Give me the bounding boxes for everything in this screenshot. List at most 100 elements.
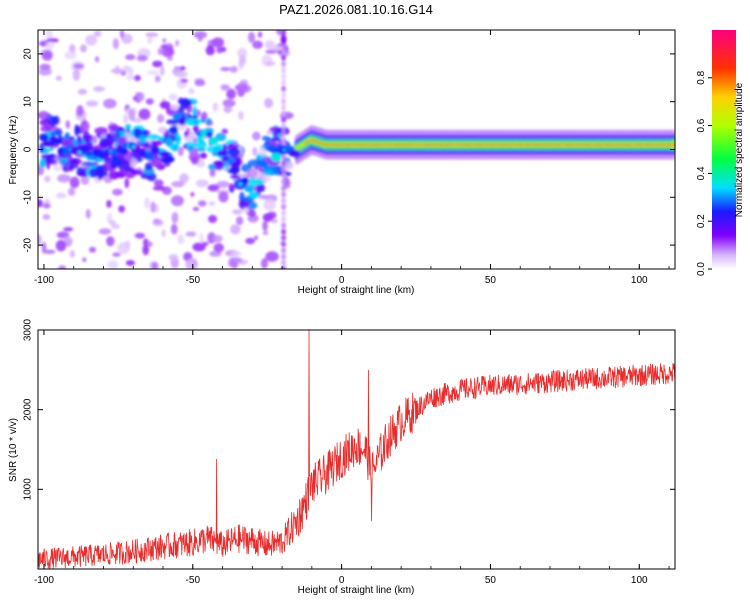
spectrogram-cell: [53, 164, 63, 172]
spectrogram-cell: [260, 258, 269, 269]
spectrogram-cell: [288, 149, 300, 157]
spectrogram-cell: [151, 140, 163, 147]
spectrogram-cell: [145, 32, 159, 38]
spectrogram-cell: [266, 211, 277, 220]
spectrogram-cell: [170, 223, 178, 235]
spectrogram-cell: [281, 154, 287, 161]
spectrogram-cell: [124, 177, 130, 189]
spectrogram-cell: [171, 181, 185, 188]
spectrogram-cell: [177, 146, 184, 157]
spectrogram-cell: [246, 168, 258, 179]
spectrogram-cell: [281, 210, 287, 217]
spectrogram-x-tick-label: 100: [631, 275, 648, 286]
spectrogram-cell: [126, 167, 135, 172]
spectrogram-cell: [157, 114, 165, 123]
spectrogram-cell: [179, 173, 189, 184]
spectrogram-cell: [251, 193, 256, 197]
spectrogram-cell: [182, 144, 188, 149]
spectrogram-cell: [235, 216, 244, 226]
spectrogram-cell: [281, 197, 287, 204]
spectrogram-cell: [228, 259, 238, 268]
spectrogram-cell: [270, 219, 278, 224]
spectrogram-cell: [167, 55, 173, 61]
spectrogram-cell: [216, 150, 229, 157]
spectrogram-cell: [97, 168, 103, 181]
spectrogram-cell: [160, 65, 165, 76]
spectrogram-cell: [200, 152, 207, 159]
spectrogram-cell: [265, 49, 277, 54]
snr-frame: [37, 329, 676, 570]
spectrogram-cell: [169, 126, 178, 134]
snr-x-tick-label: 100: [631, 575, 648, 586]
spectrogram-cell: [108, 220, 116, 225]
spectrogram-cell: [213, 243, 225, 253]
spectrogram-cell: [193, 120, 198, 124]
spectrogram-cell: [85, 100, 99, 107]
colorbar-tick-label: 0.6: [696, 118, 707, 132]
spectrogram-cell: [175, 39, 180, 47]
spectrogram-cell: [190, 192, 195, 197]
spectrogram-cell: [198, 36, 203, 42]
spectrogram-cell: [281, 135, 287, 142]
spectrogram-cell: [281, 110, 287, 117]
spectrogram-cell: [157, 47, 163, 56]
spectrogram-cell: [185, 231, 197, 237]
spectrogram-cell: [232, 165, 240, 172]
spectrogram-cell: [237, 47, 248, 59]
spectrogram-cell: [281, 259, 287, 266]
spectrogram-cell: [133, 75, 141, 82]
spectrogram-cell: [266, 130, 272, 135]
spectrogram-cell: [110, 224, 121, 230]
spectrogram-cell: [245, 237, 256, 245]
spectrogram-cell: [212, 102, 219, 112]
spectrogram-cell: [191, 156, 199, 165]
spectrogram-cell: [146, 70, 160, 75]
spectrogram-cell: [212, 234, 223, 243]
spectrogram-cell: [98, 228, 112, 235]
spectrogram-cell: [208, 163, 216, 171]
spectrogram-cell: [55, 239, 67, 252]
spectrogram-cell: [205, 131, 213, 138]
spectrogram-cell: [281, 222, 287, 229]
spectrogram-cell: [157, 126, 167, 134]
colorbar-ticks: 0.0 0.2 0.4 0.6 0.8: [696, 70, 712, 276]
spectrogram-cell: [42, 203, 51, 209]
spectrogram-cell: [253, 235, 259, 241]
spectrogram-cell: [78, 145, 90, 153]
spectrogram-cell: [42, 213, 51, 220]
spectrogram-cell: [230, 224, 241, 235]
spectrogram-cell: [120, 147, 129, 155]
spectrogram-cell: [238, 182, 243, 186]
spectrogram-cell: [281, 85, 287, 92]
snr-series-line: [38, 330, 675, 569]
spectrogram-cell: [88, 246, 97, 253]
spectrogram-cell: [266, 144, 277, 153]
spectrogram-cell: [184, 115, 189, 119]
spectrogram-cell: [110, 68, 125, 74]
spectrogram-cell: [144, 197, 150, 209]
spectrogram-cell: [144, 162, 153, 171]
spectrogram-cell: [112, 252, 121, 257]
spectrogram-cell: [161, 46, 175, 58]
spectrogram-cell: [252, 40, 263, 50]
spectrogram-cell: [56, 231, 70, 239]
spectrogram-cell: [93, 86, 106, 92]
spectrogram-cell: [79, 44, 87, 53]
spectrogram-cell: [138, 134, 148, 144]
spectrogram-cell: [192, 106, 198, 118]
spectrogram-cell: [208, 137, 219, 145]
spectrogram-cell: [125, 75, 137, 80]
spectrogram-cell: [38, 111, 50, 120]
spectrogram-cell: [39, 158, 46, 169]
spectrogram-cell: [93, 30, 102, 37]
spectrogram-cell: [208, 201, 216, 206]
snr-x-tick-label: -100: [34, 575, 54, 586]
spectrogram-cell: [227, 157, 236, 163]
spectrogram-cell: [77, 150, 82, 154]
spectrogram-cell: [238, 111, 244, 121]
spectrogram-cell: [38, 68, 52, 76]
spectrogram-cell: [52, 138, 63, 145]
spectrogram-cell: [281, 234, 287, 241]
spectrogram-cell: [281, 116, 287, 123]
